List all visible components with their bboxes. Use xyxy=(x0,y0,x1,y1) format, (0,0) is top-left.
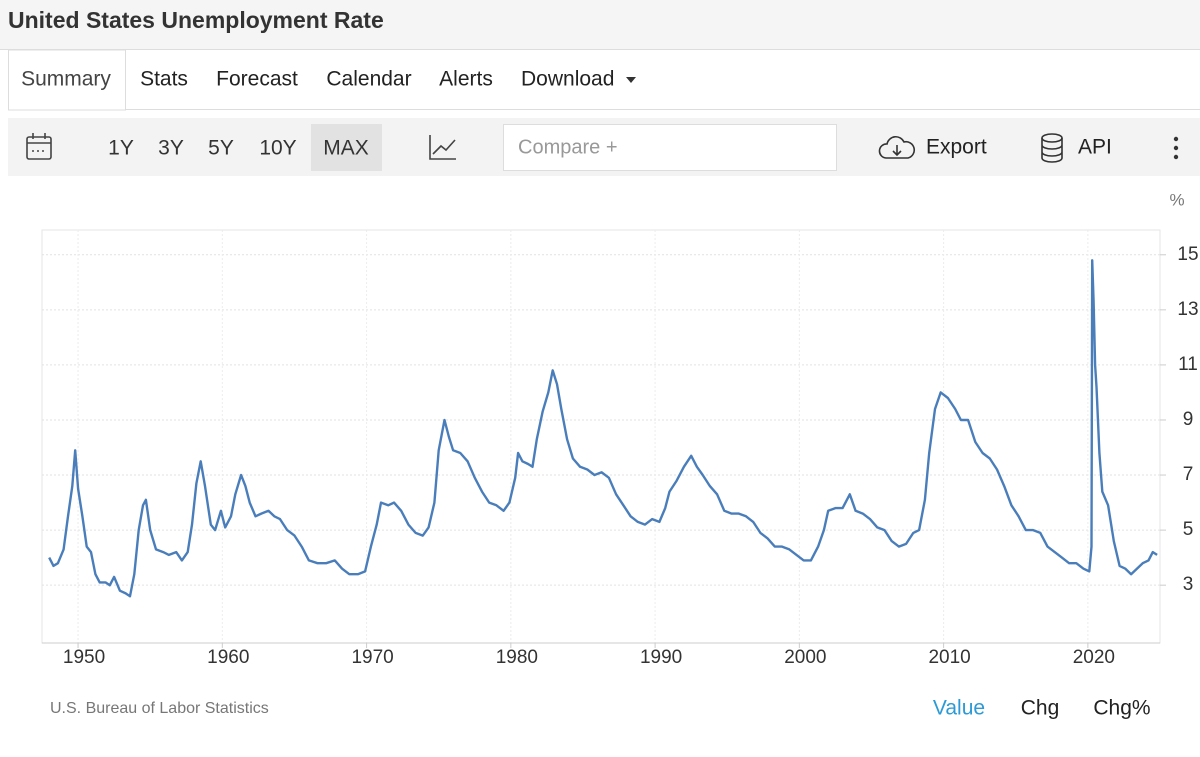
x-tick-label: 2020 xyxy=(1073,647,1115,668)
api-icon[interactable] xyxy=(1041,133,1063,163)
y-tick-label: 11 xyxy=(1178,354,1198,375)
range-button[interactable]: 3Y xyxy=(158,137,184,160)
tab[interactable]: Forecast xyxy=(216,68,298,91)
export-icon[interactable] xyxy=(878,136,916,159)
x-tick-label: 1950 xyxy=(63,647,105,668)
export-button[interactable]: Export xyxy=(926,136,987,159)
y-tick-label: 13 xyxy=(1177,299,1198,320)
range-button[interactable]: 10Y xyxy=(259,137,296,160)
y-tick-label: 5 xyxy=(1183,519,1194,540)
y-tick-label: 3 xyxy=(1183,574,1194,595)
tab[interactable]: Summary xyxy=(21,68,111,91)
more-menu[interactable] xyxy=(1173,136,1179,160)
chart-type-icon[interactable] xyxy=(429,135,456,160)
compare-input[interactable] xyxy=(503,124,837,171)
range-button[interactable]: 5Y xyxy=(208,137,234,160)
x-tick-label: 2000 xyxy=(784,647,826,668)
calendar-icon[interactable] xyxy=(26,133,52,160)
x-tick-label: 2010 xyxy=(928,647,970,668)
view-toggle[interactable]: Chg% xyxy=(1093,697,1150,720)
y-tick-label: 9 xyxy=(1183,409,1194,430)
y-tick-label: 15 xyxy=(1177,244,1198,265)
title-bar xyxy=(0,0,1200,49)
api-button[interactable]: API xyxy=(1078,136,1112,159)
tab[interactable]: Alerts xyxy=(439,68,493,91)
page-title: United States Unemployment Rate xyxy=(8,7,384,33)
source: U.S. Bureau of Labor Statistics xyxy=(50,700,269,717)
plot-area xyxy=(41,229,1161,644)
x-tick-label: 1960 xyxy=(207,647,249,668)
tab[interactable]: Calendar xyxy=(326,68,411,91)
view-toggle[interactable]: Value xyxy=(933,697,985,720)
unit-label: % xyxy=(1169,190,1184,209)
active-tab-box xyxy=(8,49,126,111)
view-toggle[interactable]: Chg xyxy=(1021,697,1060,720)
x-tick-label: 1980 xyxy=(496,647,538,668)
compare-placeholder: Compare + xyxy=(518,136,618,158)
x-tick-label: 1990 xyxy=(640,647,682,668)
tab[interactable]: Download xyxy=(521,68,614,91)
x-tick-label: 1970 xyxy=(351,647,393,668)
dropdown-caret xyxy=(626,77,636,83)
tab[interactable]: Stats xyxy=(140,68,188,91)
data-line xyxy=(48,259,1158,598)
range-button[interactable]: 1Y xyxy=(108,137,134,160)
range-button[interactable]: MAX xyxy=(323,137,369,160)
range-active xyxy=(311,124,382,171)
y-tick-label: 7 xyxy=(1183,464,1194,485)
